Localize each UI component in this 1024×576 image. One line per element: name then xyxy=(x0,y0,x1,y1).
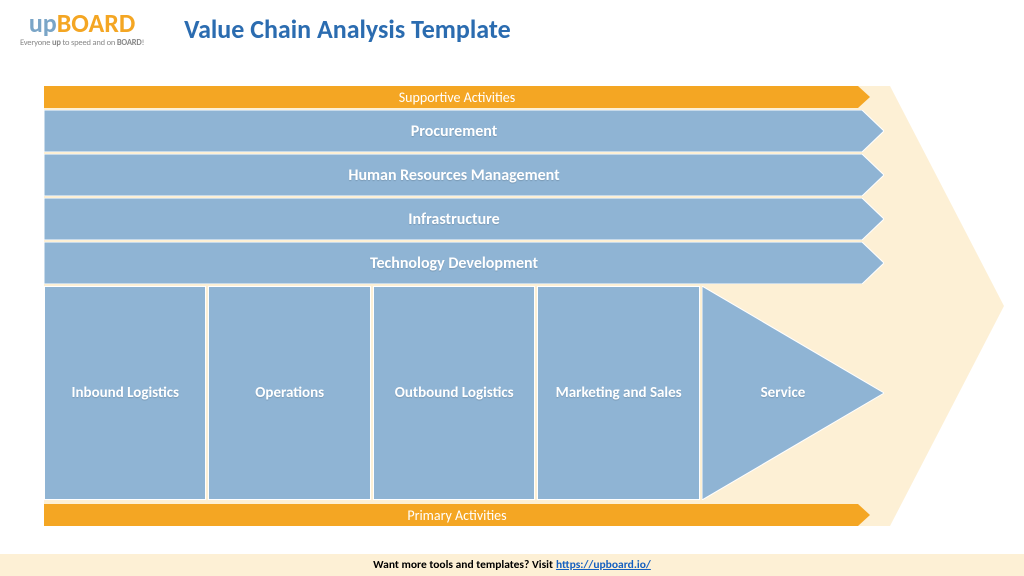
support-label: Human Resources Management xyxy=(44,154,864,196)
primary-cell-service: Service xyxy=(702,286,884,500)
page-title: Value Chain Analysis Template xyxy=(184,13,511,45)
primary-cell-outbound: Outbound Logistics xyxy=(373,286,535,500)
primary-activities-row: Inbound Logistics Operations Outbound Lo… xyxy=(44,286,884,500)
header: upBOARD Everyone up to speed and on BOAR… xyxy=(0,0,1024,53)
logo-up: up xyxy=(29,7,57,39)
logo: upBOARD Everyone up to speed and on BOAR… xyxy=(20,10,144,48)
primary-cell-inbound: Inbound Logistics xyxy=(44,286,206,500)
supportive-activities-header: Supportive Activities xyxy=(44,86,870,108)
primary-activities-header: Primary Activities xyxy=(44,504,870,526)
support-label: Procurement xyxy=(44,110,864,152)
support-row-procurement: Procurement xyxy=(44,110,884,152)
footer: Want more tools and templates? Visit htt… xyxy=(0,554,1024,576)
value-chain-diagram: Supportive Activities Procurement Human … xyxy=(44,86,1004,526)
primary-cell-marketing: Marketing and Sales xyxy=(537,286,699,500)
support-label: Infrastructure xyxy=(44,198,864,240)
supportive-activities-rows: Procurement Human Resources Management I… xyxy=(44,110,884,286)
logo-board: BOARD xyxy=(57,7,136,39)
support-row-infrastructure: Infrastructure xyxy=(44,198,884,240)
logo-tagline: Everyone up to speed and on BOARD! xyxy=(20,38,144,48)
support-row-hr: Human Resources Management xyxy=(44,154,884,196)
footer-text: Want more tools and templates? Visit xyxy=(373,558,553,572)
supportive-activities-label: Supportive Activities xyxy=(44,86,870,108)
support-row-technology: Technology Development xyxy=(44,242,884,284)
footer-link[interactable]: https://upboard.io/ xyxy=(556,558,651,572)
support-label: Technology Development xyxy=(44,242,864,284)
primary-activities-label: Primary Activities xyxy=(44,504,870,526)
logo-main: upBOARD xyxy=(29,10,136,36)
primary-cell-operations: Operations xyxy=(208,286,370,500)
